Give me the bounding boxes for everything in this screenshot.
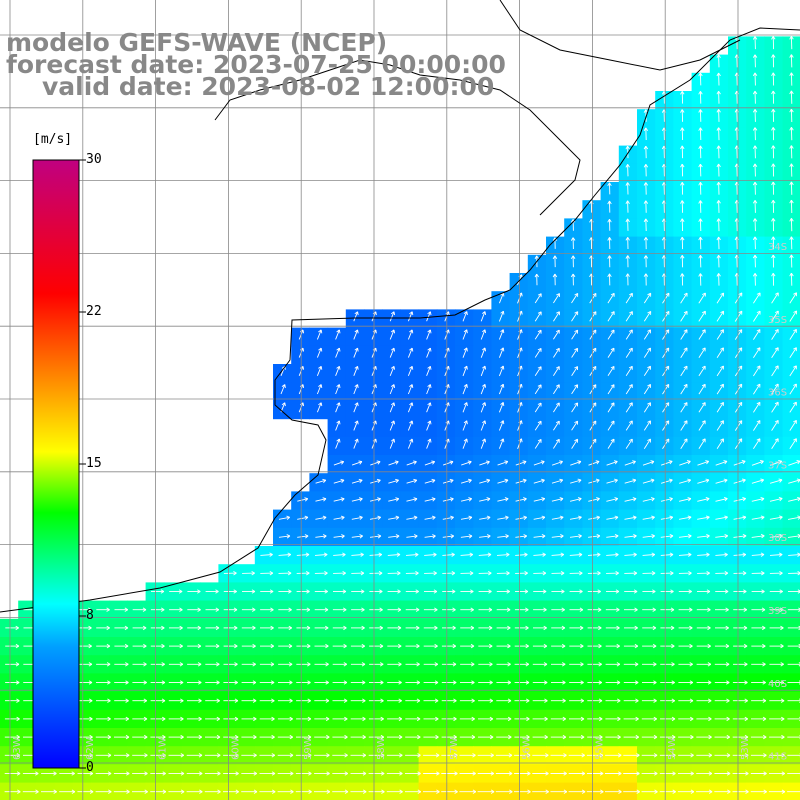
- colorbar-tick-22: 22: [86, 304, 102, 319]
- wind-cell: [637, 418, 656, 438]
- colorbar-tick-15: 15: [86, 456, 102, 471]
- wind-cell: [637, 400, 656, 420]
- wind-cell: [637, 364, 656, 383]
- wind-cell: [637, 327, 656, 347]
- colorbar-tick-8: 8: [86, 608, 94, 623]
- colorbar-gradient: [32, 159, 80, 769]
- wind-cell: [564, 309, 583, 329]
- colorbar-tick-30: 30: [86, 152, 102, 167]
- wind-cell: [564, 291, 583, 310]
- colorbar-tick-0: 0: [86, 760, 94, 775]
- wind-cell: [637, 382, 656, 401]
- wind-cell: [637, 345, 656, 365]
